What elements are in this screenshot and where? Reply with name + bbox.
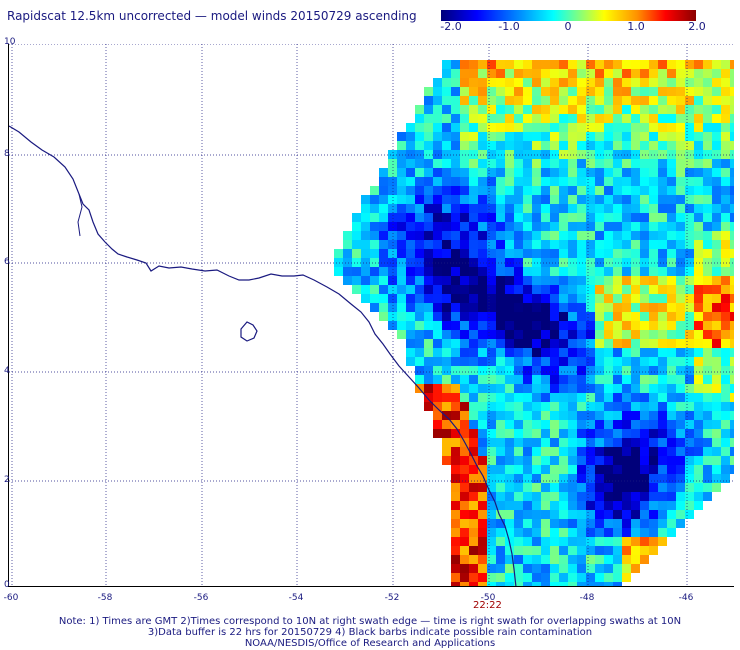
colorbar-label-min: -2.0 [440,20,462,33]
map-title: Rapidscat 12.5km uncorrected — model win… [7,9,417,23]
lat-lon-grid [9,44,734,586]
lat-label-0: 0 [4,580,10,590]
lon-label-60: -60 [3,593,19,603]
colorbar [441,10,696,21]
map-canvas [9,44,734,586]
lat-label-10: 10 [4,37,16,47]
lat-label-2: 2 [4,475,10,485]
colorbar-label-pos1: 1.0 [627,20,645,33]
lat-label-8: 8 [4,149,10,159]
river [77,193,83,237]
colorbar-label-neg1: -1.0 [498,20,520,33]
colorbar-label-zero: 0 [564,20,572,33]
wind-difference-swath [334,60,734,586]
note-line-2: 3)Data buffer is 22 hrs for 20150729 4) … [147,627,593,638]
lon-label-58: -58 [97,593,113,603]
lat-label-4: 4 [4,366,10,376]
lon-label-46: -46 [678,593,694,603]
lon-label-50: -50 [480,593,496,603]
colorbar-label-max: 2.0 [688,20,706,33]
lon-label-54: -54 [288,593,304,603]
map-frame [8,44,734,587]
lon-label-52: -52 [384,593,400,603]
pass-time: 22:22 [473,600,502,611]
lon-label-56: -56 [193,593,209,603]
coastline [9,125,517,586]
island [240,321,258,342]
lat-label-6: 6 [4,257,10,267]
note-line-1: Note: 1) Times are GMT 2)Times correspon… [58,616,682,627]
note-line-3: NOAA/NESDIS/Office of Research and Appli… [244,638,496,649]
lon-label-48: -48 [579,593,595,603]
